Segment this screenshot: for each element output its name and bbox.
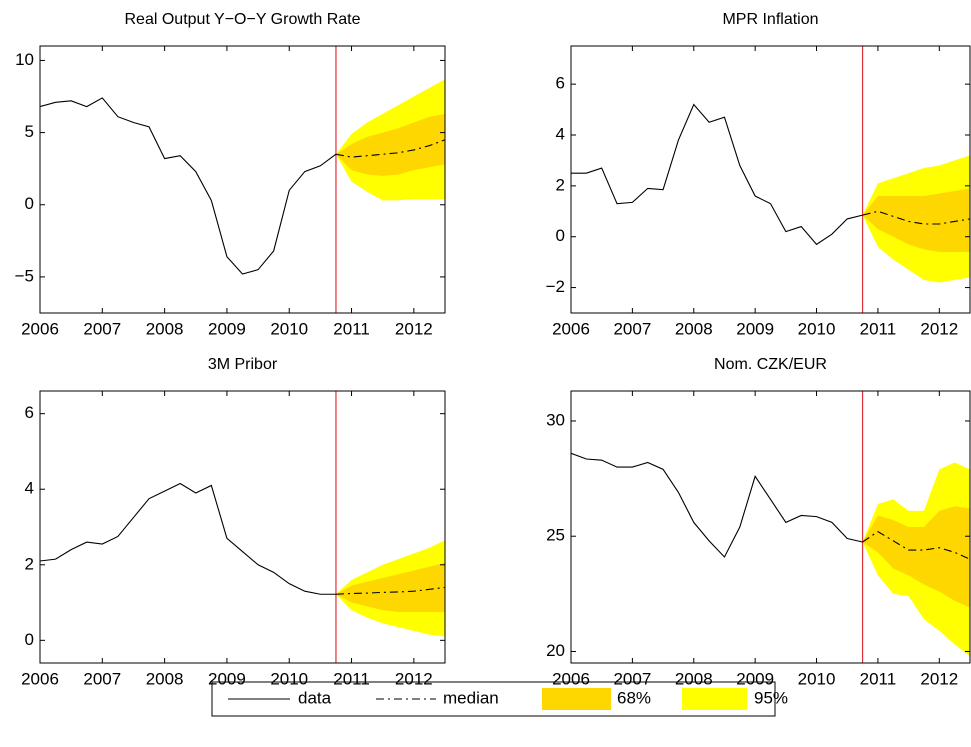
y-tick-label: 4: [25, 479, 34, 498]
y-tick-label: 30: [546, 410, 565, 429]
panel: 3M Pribor 2006 2007 2008 2009 2010 2011 2012 0 2 4…: [21, 356, 446, 688]
x-tick-label: 2012: [920, 319, 958, 338]
axes-box: [39, 390, 446, 664]
plot-area: [571, 391, 970, 663]
y-tick-label: 10: [15, 50, 34, 69]
axes-box: [570, 390, 971, 664]
x-tick-label: 2007: [83, 319, 121, 338]
y-tick-label: 25: [546, 526, 565, 545]
median-line: [862, 530, 970, 560]
axes-box: [39, 45, 446, 314]
x-tick-label: 2008: [146, 669, 184, 688]
band: [335, 562, 445, 612]
x-tick-label: 2006: [552, 319, 590, 338]
data-line: [571, 452, 863, 558]
y-tick-label: 20: [546, 641, 565, 660]
legend-swatch: [682, 688, 747, 710]
x-tick-label: 2009: [736, 319, 774, 338]
median-line: [862, 210, 970, 225]
x-tick-label: 2007: [613, 319, 651, 338]
panel: Nom. CZK/EUR 2006 2007 2008 2009 2010 2011 2012…: [546, 356, 971, 688]
chart-title: Real Output Y−O−Y Growth Rate: [125, 11, 361, 28]
median-line: [335, 586, 445, 595]
x-tick-label: 2007: [83, 669, 121, 688]
y-tick-label: −2: [546, 277, 565, 296]
panel: Real Output Y−O−Y Growth Rate 2006 2007 200…: [15, 11, 446, 338]
x-tick-label: 2010: [798, 319, 836, 338]
x-tick-label: 2009: [208, 319, 246, 338]
x-tick-label: 2006: [21, 669, 59, 688]
y-tick-label: 0: [556, 226, 565, 245]
plot-area: [571, 46, 970, 313]
x-tick-label: 2011: [860, 669, 897, 688]
y-tick-label: −5: [15, 266, 34, 285]
x-tick-label: 2007: [613, 669, 651, 688]
data-line: [571, 103, 863, 246]
median-line: [335, 139, 445, 158]
chart-title: MPR Inflation: [722, 11, 818, 28]
y-tick-label: 2: [25, 554, 34, 573]
x-tick-label: 2010: [270, 669, 308, 688]
x-tick-label: 2011: [333, 669, 370, 688]
legend-label: median: [443, 688, 499, 707]
y-tick-label: 5: [25, 122, 34, 141]
y-tick-label: 6: [25, 403, 34, 422]
x-tick-label: 2010: [270, 319, 308, 338]
chart-title: Nom. CZK/EUR: [714, 356, 827, 373]
axes-box: [570, 45, 971, 314]
x-tick-label: 2008: [675, 319, 713, 338]
chart-title: 3M Pribor: [208, 356, 278, 373]
legend-swatch: [542, 688, 611, 710]
band: [862, 188, 970, 252]
x-tick-label: 2008: [675, 669, 713, 688]
y-tick-label: 0: [25, 194, 34, 213]
data-line: [40, 97, 337, 275]
y-tick-label: 0: [25, 630, 34, 649]
x-tick-label: 2009: [736, 669, 774, 688]
x-tick-label: 2006: [552, 669, 590, 688]
legend-label: 95%: [754, 688, 788, 707]
y-tick-label: 6: [556, 74, 565, 93]
x-tick-label: 2008: [146, 319, 184, 338]
plot-area: [40, 391, 445, 663]
x-tick-label: 2012: [395, 319, 433, 338]
x-tick-label: 2006: [21, 319, 59, 338]
x-tick-label: 2011: [860, 319, 897, 338]
plot-area: [40, 46, 445, 313]
y-tick-label: 2: [556, 175, 565, 194]
x-tick-label: 2011: [333, 319, 370, 338]
x-tick-label: 2012: [920, 669, 958, 688]
panel: MPR Inflation 2006 2007 2008 2009 2010 2011 201…: [546, 11, 971, 338]
legend: data median 68% 95%: [211, 681, 788, 717]
band: [335, 113, 445, 176]
x-tick-label: 2012: [395, 669, 433, 688]
band: [862, 506, 970, 608]
y-tick-label: 4: [556, 124, 565, 143]
legend-label: 68%: [617, 688, 651, 707]
legend-box: [211, 681, 776, 717]
x-tick-label: 2009: [208, 669, 246, 688]
data-line: [40, 482, 336, 595]
x-tick-label: 2010: [798, 669, 836, 688]
legend-label: data: [298, 688, 332, 707]
